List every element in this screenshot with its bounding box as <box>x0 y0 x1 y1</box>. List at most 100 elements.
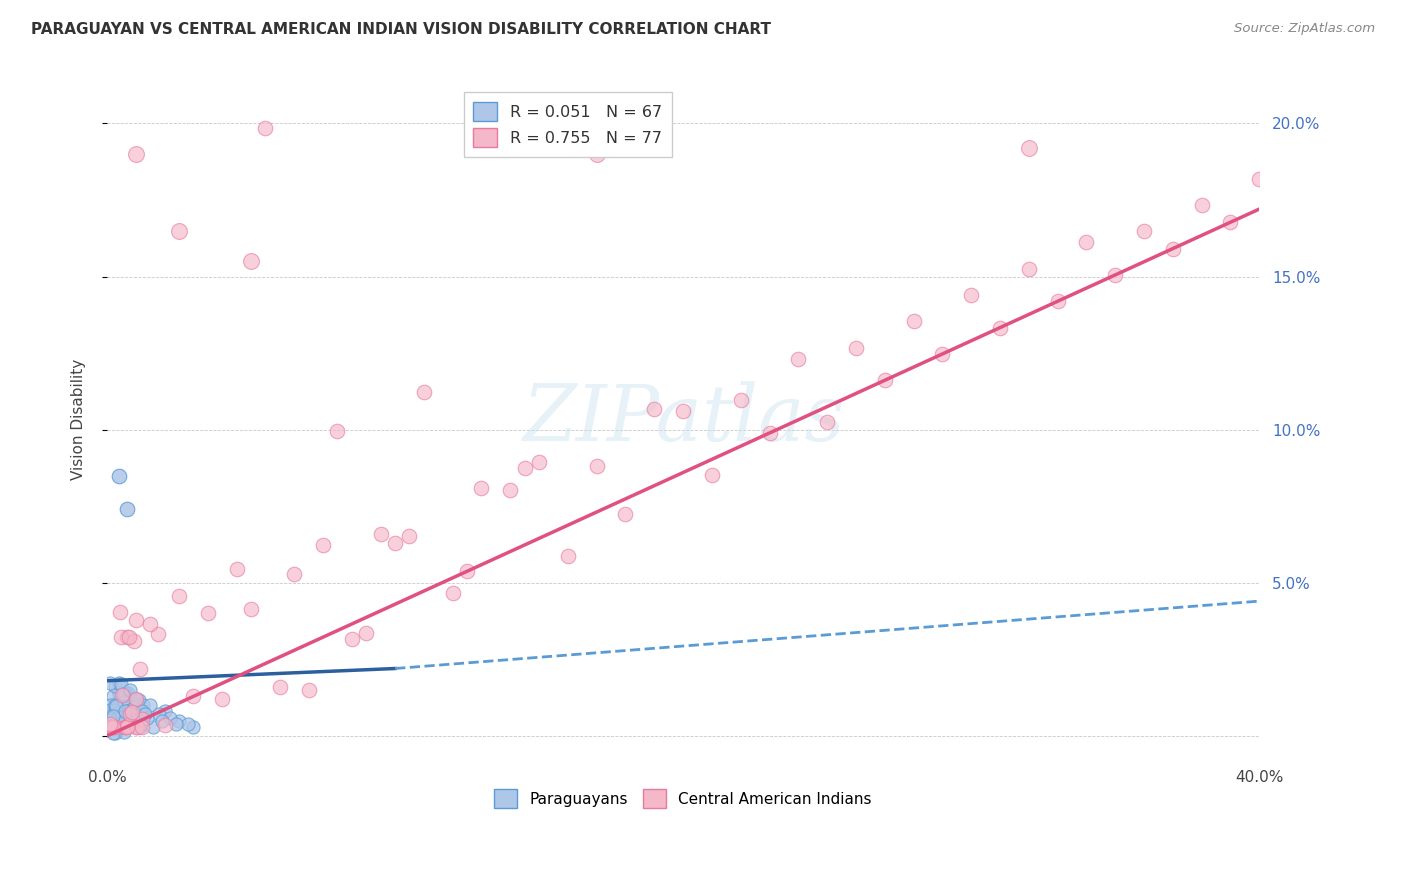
Point <box>104 680 127 694</box>
Point <box>527 455 550 469</box>
Point <box>931 347 953 361</box>
Point <box>815 415 838 429</box>
Point <box>1219 215 1241 229</box>
Point <box>98 712 121 726</box>
Point <box>960 288 983 302</box>
Point <box>470 481 492 495</box>
Point <box>98 675 121 690</box>
Legend: Paraguayans, Central American Indians: Paraguayans, Central American Indians <box>488 783 877 814</box>
Point <box>120 706 142 721</box>
Point <box>115 502 138 516</box>
Point <box>108 676 131 690</box>
Point <box>557 549 579 563</box>
Point <box>104 726 127 740</box>
Point <box>105 707 128 722</box>
Point <box>105 698 128 713</box>
Point <box>125 692 148 706</box>
Point <box>513 461 536 475</box>
Point <box>131 705 153 719</box>
Point <box>118 716 141 731</box>
Point <box>412 384 434 399</box>
Point <box>114 720 136 734</box>
Point <box>120 719 142 733</box>
Point <box>197 606 219 620</box>
Point <box>117 630 139 644</box>
Point <box>730 393 752 408</box>
Point <box>115 698 138 713</box>
Point <box>269 681 291 695</box>
Point <box>240 254 263 268</box>
Point <box>104 698 127 713</box>
Point <box>98 714 121 728</box>
Point <box>441 586 464 600</box>
Point <box>159 710 181 724</box>
Point <box>326 425 349 439</box>
Point <box>127 698 149 712</box>
Point <box>146 627 169 641</box>
Point <box>101 726 124 740</box>
Point <box>1133 224 1156 238</box>
Point <box>98 714 121 728</box>
Point <box>104 705 127 719</box>
Point <box>1249 171 1271 186</box>
Point <box>100 720 122 734</box>
Point <box>643 402 665 417</box>
Point <box>117 720 139 734</box>
Point <box>499 483 522 498</box>
Point <box>103 703 125 717</box>
Point <box>177 716 200 731</box>
Point <box>128 720 150 734</box>
Point <box>118 703 141 717</box>
Point <box>129 663 152 677</box>
Point <box>150 714 173 728</box>
Point <box>108 717 131 731</box>
Point <box>112 687 135 701</box>
Point <box>131 716 153 731</box>
Point <box>107 717 129 731</box>
Point <box>111 690 134 704</box>
Point <box>108 711 131 725</box>
Point <box>183 690 205 704</box>
Point <box>125 720 148 734</box>
Y-axis label: Vision Disability: Vision Disability <box>72 359 86 480</box>
Point <box>120 710 142 724</box>
Point <box>167 589 190 603</box>
Point <box>134 707 156 722</box>
Point <box>114 704 136 718</box>
Point <box>384 536 406 550</box>
Point <box>1046 294 1069 309</box>
Point <box>112 724 135 739</box>
Point <box>585 459 607 474</box>
Point <box>298 682 321 697</box>
Point <box>132 698 155 712</box>
Point <box>787 351 810 366</box>
Point <box>873 373 896 387</box>
Point <box>903 314 925 328</box>
Point <box>142 720 165 734</box>
Point <box>1018 141 1040 155</box>
Point <box>107 468 129 483</box>
Point <box>114 686 136 700</box>
Point <box>121 705 143 719</box>
Point <box>167 223 190 237</box>
Point <box>131 712 153 726</box>
Point <box>1161 242 1184 256</box>
Point <box>114 710 136 724</box>
Point <box>110 605 132 619</box>
Point <box>111 705 134 719</box>
Point <box>131 720 153 734</box>
Point <box>111 688 134 702</box>
Point <box>98 706 121 720</box>
Point <box>105 713 128 727</box>
Point <box>211 691 233 706</box>
Point <box>103 708 125 723</box>
Point <box>398 529 420 543</box>
Point <box>98 714 121 728</box>
Point <box>101 708 124 723</box>
Point <box>100 717 122 731</box>
Point <box>100 720 122 734</box>
Point <box>240 601 263 615</box>
Point <box>148 707 170 722</box>
Point <box>125 147 148 161</box>
Point <box>117 630 139 644</box>
